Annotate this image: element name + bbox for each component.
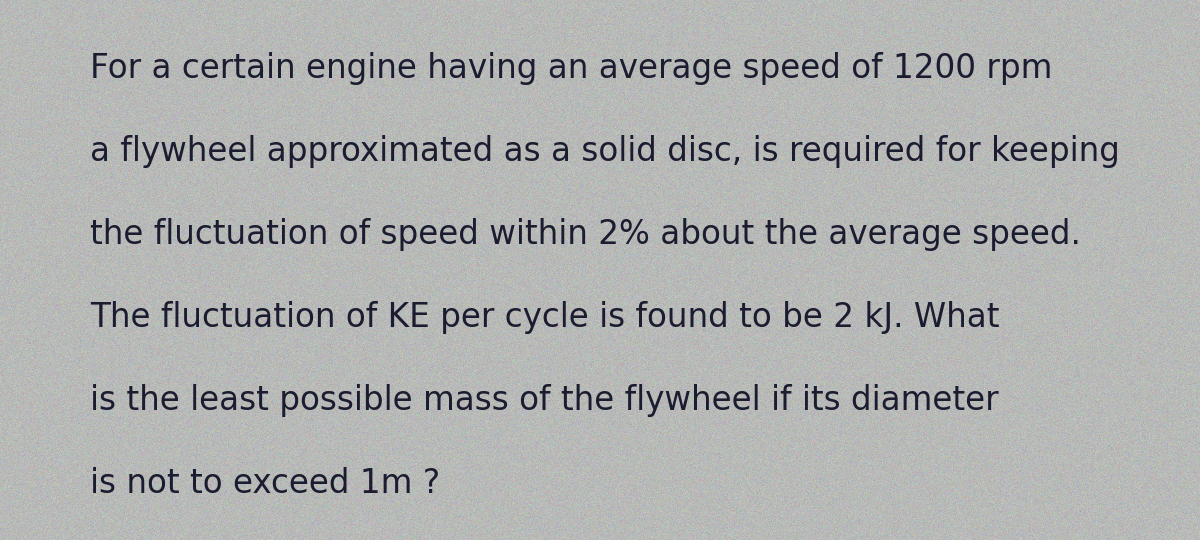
Text: the fluctuation of speed within 2% about the average speed.: the fluctuation of speed within 2% about…	[90, 218, 1081, 251]
Text: is the least possible mass of the flywheel if its diameter: is the least possible mass of the flywhe…	[90, 384, 998, 417]
Text: The fluctuation of KE per cycle is found to be 2 kJ. What: The fluctuation of KE per cycle is found…	[90, 301, 1000, 334]
Text: a flywheel approximated as a solid disc, is required for keeping: a flywheel approximated as a solid disc,…	[90, 135, 1120, 168]
Text: is not to exceed 1m ?: is not to exceed 1m ?	[90, 467, 440, 500]
Text: For a certain engine having an average speed of 1200 rpm: For a certain engine having an average s…	[90, 52, 1052, 85]
